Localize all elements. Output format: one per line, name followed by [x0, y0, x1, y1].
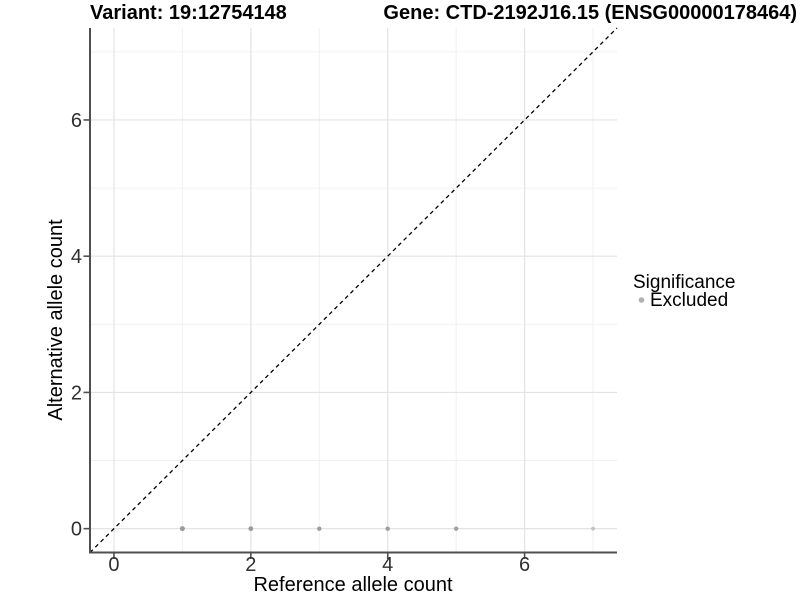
- x-tick-label: 6: [519, 554, 530, 576]
- data-point: [248, 526, 254, 532]
- x-tick-label: 0: [108, 554, 119, 576]
- x-tick-label: 4: [382, 554, 393, 576]
- y-tick-label: 6: [71, 110, 82, 132]
- y-axis-ticks: 0 2 4 6: [71, 110, 89, 541]
- axis-lines: [89, 28, 617, 554]
- y-tick-label: 0: [71, 519, 82, 541]
- identity-line: [89, 27, 618, 553]
- x-tick-label: 2: [245, 554, 256, 576]
- x-axis-label: Reference allele count: [253, 574, 452, 596]
- legend-label-excluded: Excluded: [650, 290, 728, 311]
- y-tick-label: 4: [71, 246, 82, 268]
- variant-title: Variant: 19:12754148: [90, 2, 287, 24]
- legend: Significance Excluded: [633, 272, 735, 311]
- data-point: [385, 526, 390, 531]
- y-tick-label: 2: [71, 382, 82, 404]
- y-axis-label: Alternative allele count: [45, 219, 67, 421]
- data-points: [179, 526, 595, 532]
- gene-title: Gene: CTD-2192J16.15 (ENSG00000178464): [383, 2, 797, 24]
- data-point: [317, 526, 322, 531]
- x-axis-ticks: 0 2 4 6: [108, 553, 530, 576]
- data-point: [453, 526, 459, 531]
- data-point: [179, 526, 185, 532]
- legend-key-excluded-icon: [638, 297, 645, 303]
- data-point: [591, 526, 595, 531]
- gridlines: [90, 28, 617, 553]
- identity-dashed-line: [89, 27, 618, 553]
- legend-title: Significance: [633, 272, 735, 293]
